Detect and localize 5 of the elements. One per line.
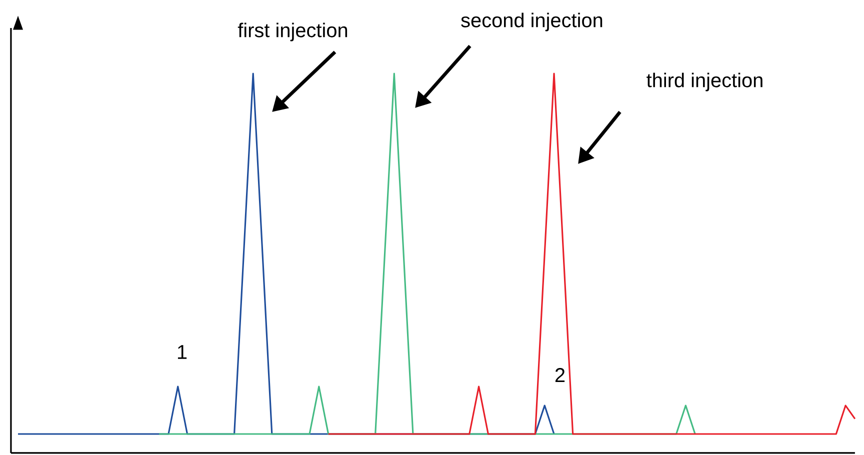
text: first injection [238,22,348,42]
annotation: 2 [555,368,565,382]
text: second injection [461,12,602,32]
annotation: 1 [178,345,187,359]
annotation: third injection [646,72,762,92]
